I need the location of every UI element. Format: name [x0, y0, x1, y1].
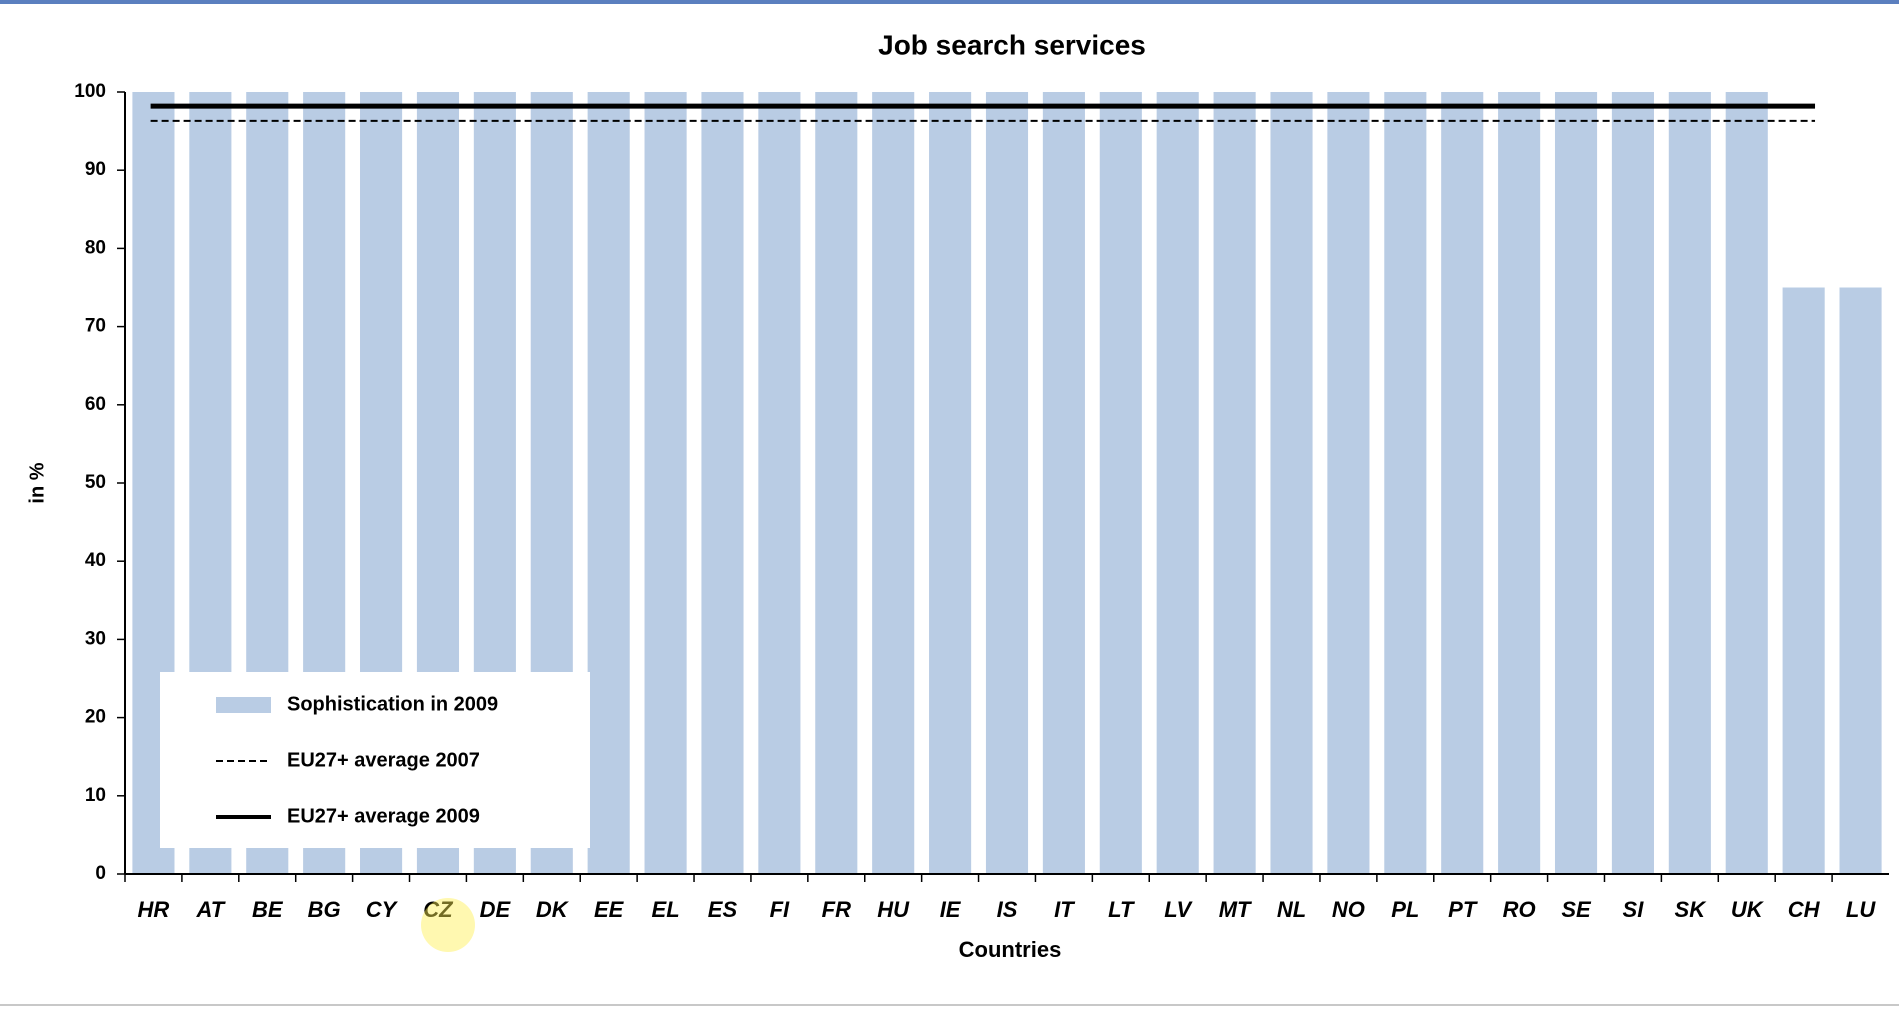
bar: [1782, 287, 1825, 874]
x-tick-label: HU: [877, 897, 910, 922]
bar: [1554, 92, 1598, 874]
legend-label: Sophistication in 2009: [287, 693, 498, 715]
bar: [1213, 92, 1256, 874]
x-tick-label: IT: [1054, 897, 1075, 922]
x-tick-label: LT: [1108, 897, 1135, 922]
bar: [1156, 92, 1199, 874]
x-tick-label: SK: [1675, 897, 1708, 922]
bar: [701, 92, 744, 874]
x-axis-label: Countries: [959, 937, 1062, 962]
bar: [1441, 92, 1484, 874]
bar: [1270, 92, 1313, 874]
bar: [1042, 92, 1085, 874]
x-tick-label: NO: [1332, 897, 1365, 922]
legend-label: EU27+ average 2009: [287, 805, 480, 827]
x-tick-label: BE: [252, 897, 284, 922]
x-tick-label: UK: [1731, 897, 1765, 922]
bar: [758, 92, 801, 874]
y-tick-label: 30: [85, 628, 106, 649]
x-tick-label: FR: [822, 897, 851, 922]
y-tick-label: 70: [85, 316, 106, 337]
y-axis-label: in %: [26, 462, 48, 503]
y-tick-label: 90: [85, 159, 106, 180]
y-tick-label: 10: [85, 785, 106, 806]
x-tick-label: IE: [940, 897, 962, 922]
x-tick-label: EL: [652, 897, 680, 922]
legend-swatch: [216, 697, 271, 713]
y-tick-label: 50: [85, 472, 106, 493]
x-tick-label: SE: [1561, 897, 1592, 922]
bar: [1498, 92, 1541, 874]
bar: [1839, 287, 1882, 874]
x-tick-label: IS: [997, 897, 1018, 922]
x-tick-label: LV: [1164, 897, 1193, 922]
x-tick-label: CH: [1788, 897, 1821, 922]
x-tick-label: MT: [1219, 897, 1252, 922]
x-tick-label: EE: [594, 897, 625, 922]
bar: [1099, 92, 1142, 874]
bar: [1611, 92, 1654, 874]
bar: [644, 92, 687, 874]
y-tick-label: 40: [85, 550, 106, 571]
bottom-border: [0, 1004, 1899, 1006]
chart-title: Job search services: [878, 29, 1146, 60]
bar: [815, 92, 858, 874]
x-tick-label: FI: [770, 897, 790, 922]
x-tick-label: DE: [480, 897, 512, 922]
x-tick-label: PT: [1448, 897, 1478, 922]
bar: [1327, 92, 1370, 874]
x-tick-label: ES: [708, 897, 738, 922]
x-tick-label: DK: [536, 897, 570, 922]
top-border: [0, 0, 1899, 4]
y-tick-label: 60: [85, 394, 106, 415]
y-tick-label: 100: [74, 81, 106, 102]
bar: [1668, 92, 1711, 874]
x-tick-label: CY: [366, 897, 399, 922]
bar: [587, 92, 630, 874]
x-tick-label: PL: [1391, 897, 1419, 922]
y-tick-label: 80: [85, 237, 106, 258]
bar: [1384, 92, 1427, 874]
x-tick-label: RO: [1503, 897, 1536, 922]
bar: [1725, 92, 1768, 874]
cursor-highlight: [421, 898, 475, 952]
x-tick-label: SI: [1623, 897, 1645, 922]
x-tick-label: CZ: [423, 897, 454, 922]
y-tick-label: 0: [95, 863, 106, 884]
x-tick-label: LU: [1846, 897, 1876, 922]
bar: [985, 92, 1029, 874]
legend-label: EU27+ average 2007: [287, 749, 480, 771]
x-tick-label: BG: [308, 897, 341, 922]
y-tick-label: 20: [85, 707, 106, 728]
x-tick-label: HR: [138, 897, 170, 922]
bar: [929, 92, 972, 874]
bar: [872, 92, 915, 874]
x-tick-label: AT: [196, 897, 226, 922]
x-tick-label: NL: [1277, 897, 1306, 922]
